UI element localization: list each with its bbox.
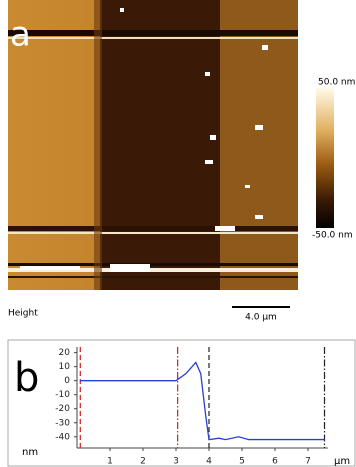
colorbar-max: 50.0 nm [318,78,355,88]
y-tick-label: -10 [55,390,70,400]
y-tick-label: 10 [59,362,71,372]
y-tick-label: -20 [55,404,70,414]
y-tick-label: -40 [55,432,70,442]
panel-label: b [14,355,39,401]
y-tick-label: -30 [55,418,70,428]
x-tick-label: 5 [239,457,245,467]
x-unit: µm [334,456,350,467]
x-tick-label: 1 [107,457,113,467]
colorbar-min: -50.0 nm [312,231,353,241]
profile-line [80,361,325,441]
plot-frame [7,339,356,467]
x-tick-label: 7 [305,457,311,467]
y-tick-label: 20 [59,348,71,358]
x-tick-label: 3 [173,457,179,467]
afm-image [8,0,298,290]
x-tick-label: 6 [272,457,278,467]
colorbar [316,88,334,228]
y-tick-label: 0 [64,376,70,386]
y-unit: nm [22,447,38,458]
x-tick-label: 4 [206,457,212,467]
scale-bar-label: 4.0 µm [245,313,277,323]
panel-label: a [10,15,31,55]
x-tick-label: 2 [140,457,146,467]
channel-label: Height [8,309,38,319]
